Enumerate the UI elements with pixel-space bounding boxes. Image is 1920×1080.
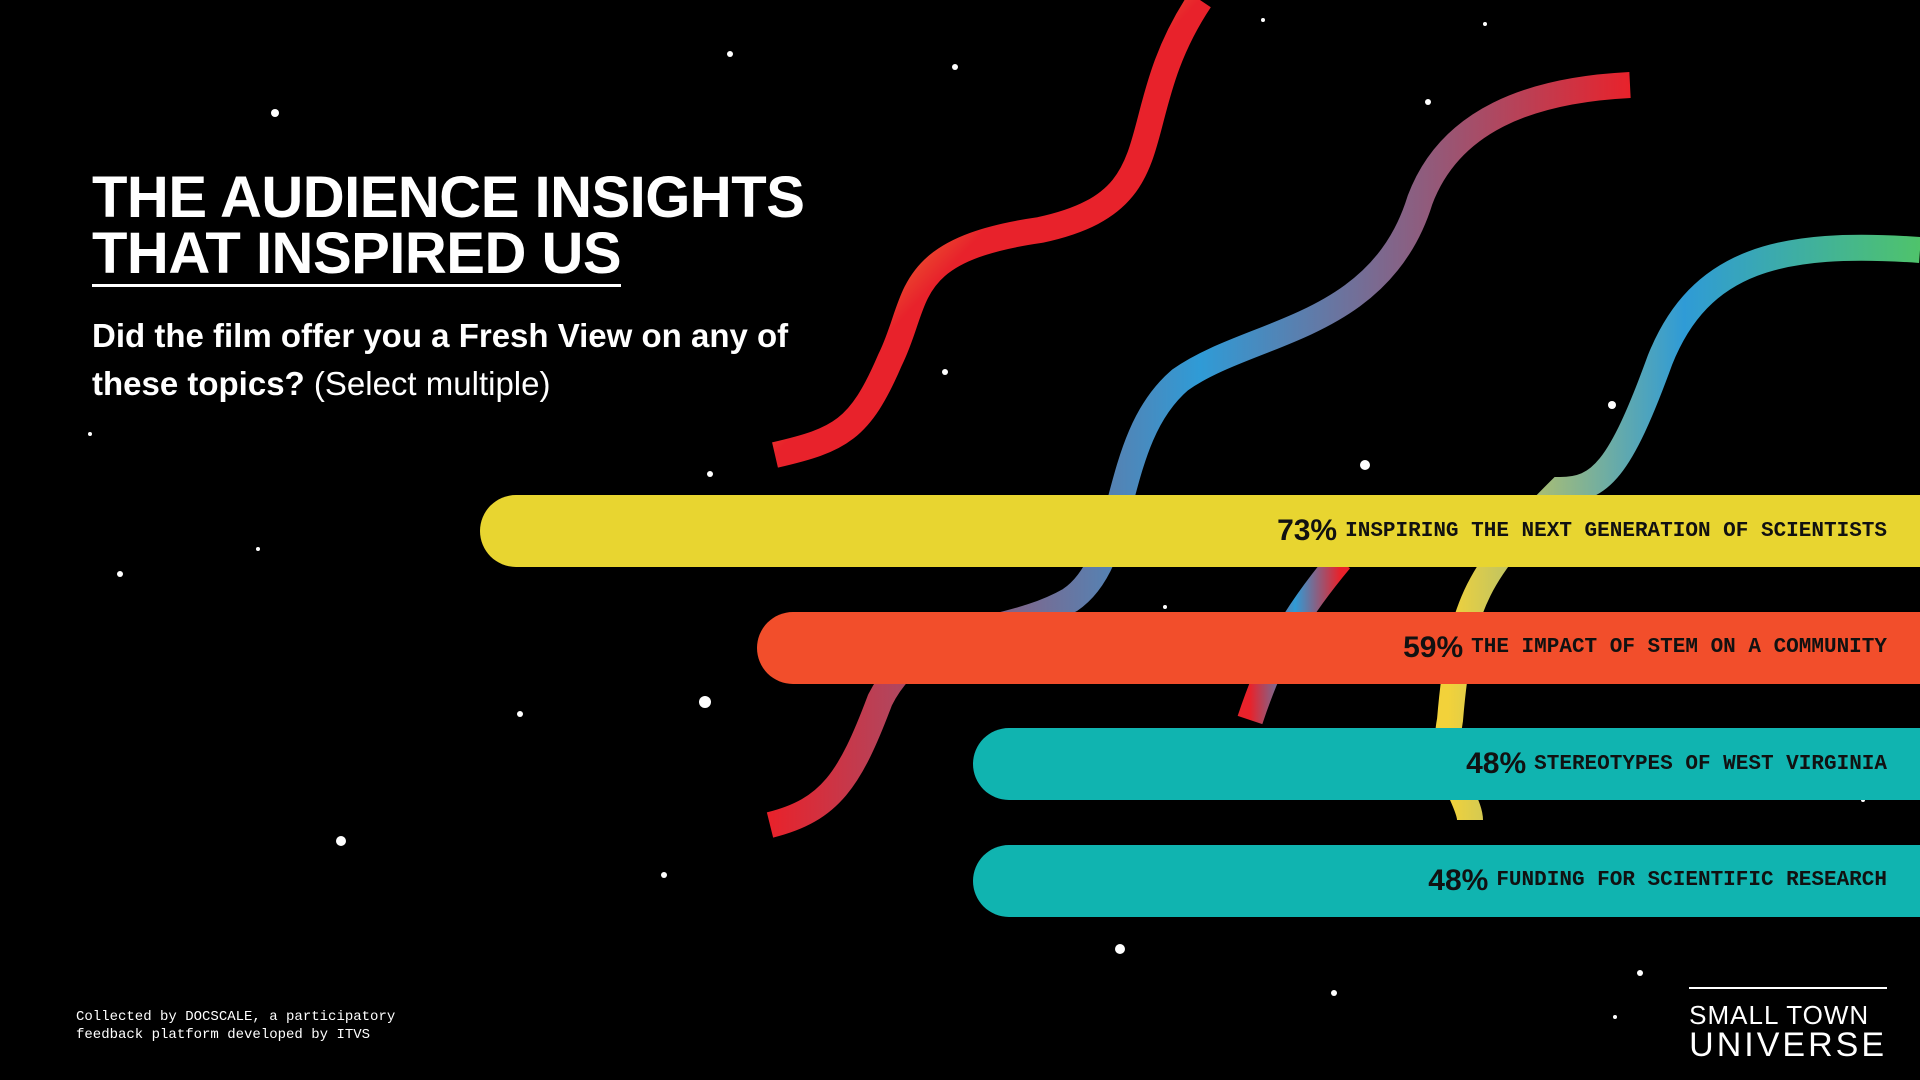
logo-line: SMALL TOWN bbox=[1689, 1000, 1870, 1030]
value-label: 73% bbox=[1277, 514, 1338, 547]
title: THE AUDIENCE INSIGHTS THAT INSPIRED US bbox=[92, 165, 805, 287]
category-label: THE IMPACT OF STEM ON A COMMUNITY bbox=[1471, 636, 1887, 659]
subtitle-note: (Select multiple) bbox=[313, 365, 551, 402]
category-label: FUNDING FOR SCIENTIFIC RESEARCH bbox=[1496, 869, 1887, 892]
value-label: 59% bbox=[1403, 630, 1464, 664]
logo-line: UNIVERSE bbox=[1689, 1026, 1887, 1064]
bar: 59% THE IMPACT OF STEM ON A COMMUNITY bbox=[756, 611, 1920, 684]
footnote: Collected by DOCSCALE, a participatory f… bbox=[76, 1009, 396, 1043]
bar: 48% FUNDING FOR SCIENTIFIC RESEARCH bbox=[973, 844, 1920, 917]
value-label: 48% bbox=[1428, 863, 1489, 897]
title-line: THAT INSPIRED US bbox=[92, 221, 622, 287]
bar: 48% STEREOTYPES OF WEST VIRGINIA bbox=[973, 728, 1920, 800]
category-label: STEREOTYPES OF WEST VIRGINIA bbox=[1534, 752, 1887, 776]
logo: SMALL TOWN UNIVERSE bbox=[1689, 987, 1887, 1064]
subtitle-block: Did the film offer you a Fresh View on a… bbox=[92, 312, 812, 408]
title-line: THE AUDIENCE INSIGHTS bbox=[92, 165, 805, 230]
value-label: 48% bbox=[1466, 747, 1527, 780]
stars bbox=[88, 18, 1865, 1019]
ribbons bbox=[766, 0, 1920, 838]
bar: 73% INSPIRING THE NEXT GENERATION OF SCIE… bbox=[480, 495, 1920, 567]
subtitle: Did the film offer you a Fresh View on a… bbox=[92, 317, 789, 402]
category-label: INSPIRING THE NEXT GENERATION OF SCIENTI… bbox=[1345, 519, 1887, 543]
